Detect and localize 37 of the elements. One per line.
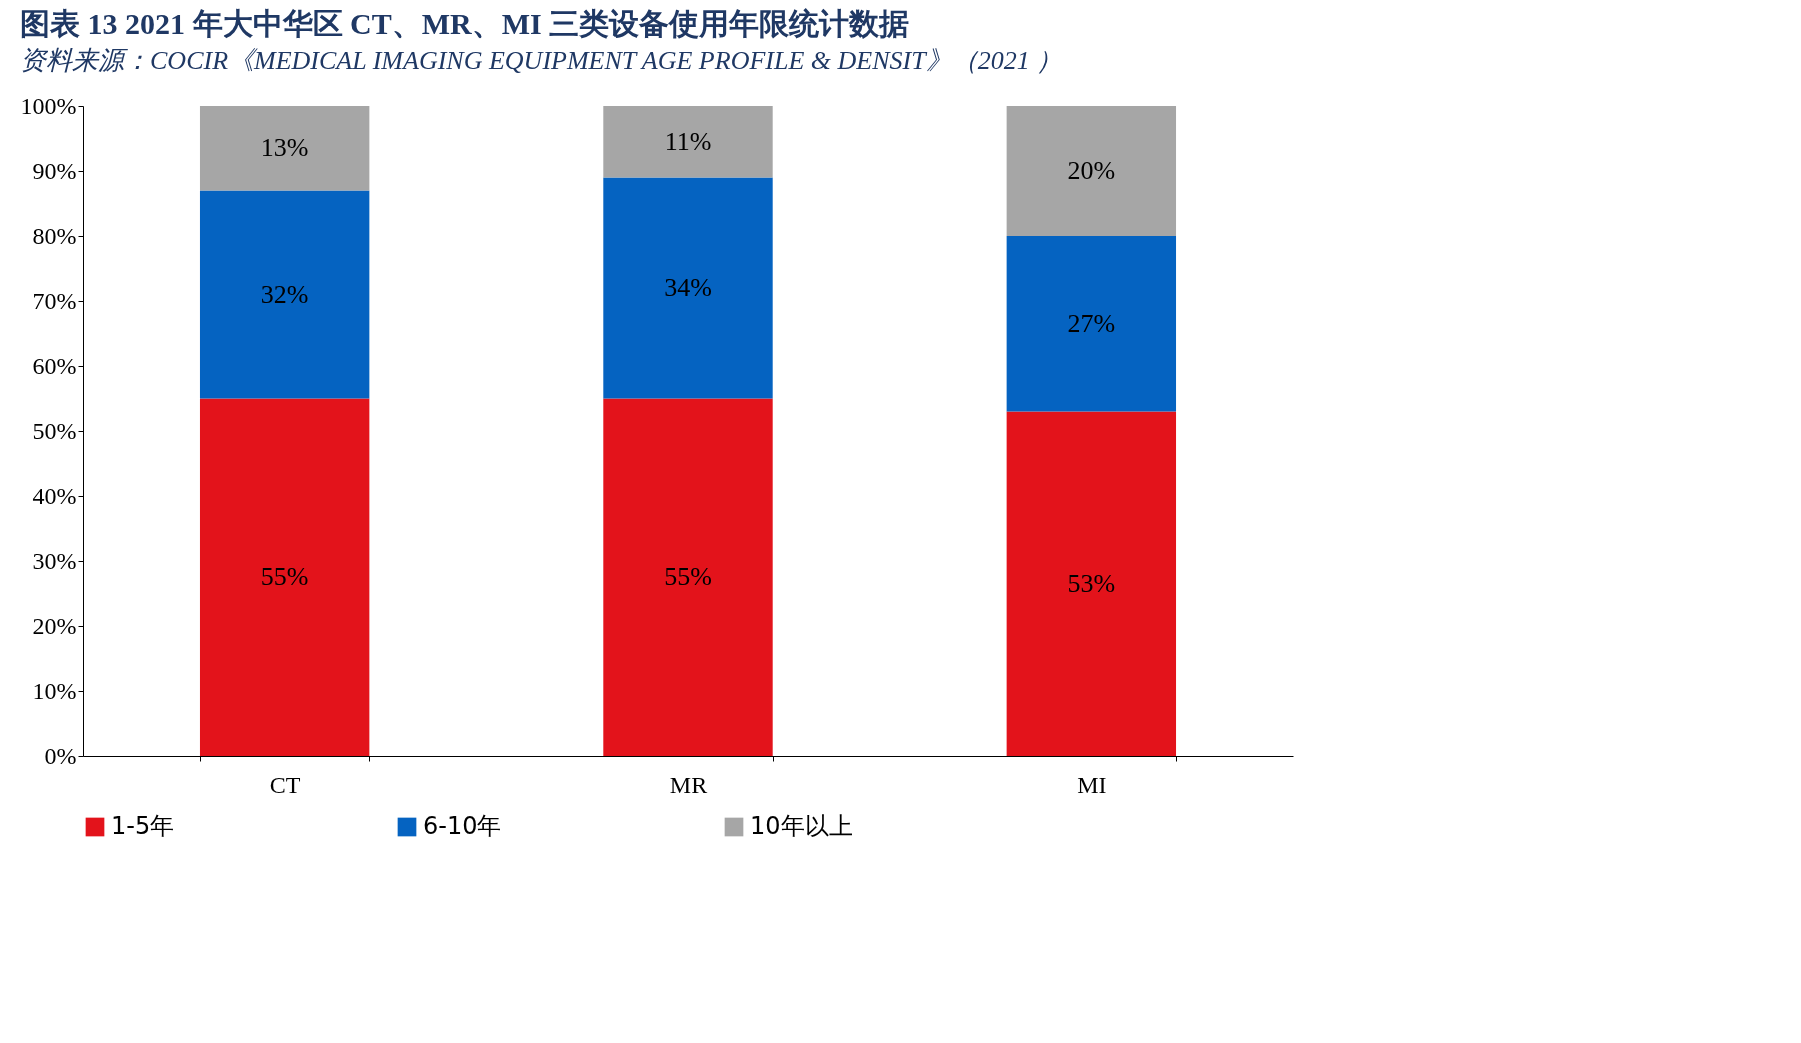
text: 27% — [1067, 308, 1116, 338]
bar — [1006, 411, 1177, 756]
y-tick-label: 70% — [32, 287, 77, 314]
y-tick-label: 10% — [32, 677, 77, 704]
text: 53% — [1067, 568, 1116, 598]
y-tick-label: 90% — [32, 157, 77, 184]
legend-label: 1-5年 — [111, 812, 175, 840]
bar — [603, 177, 773, 399]
bar — [603, 106, 773, 178]
text: 13% — [260, 133, 309, 163]
y-tick-label: 20% — [32, 612, 77, 639]
legend-label: 10年以上 — [750, 812, 853, 840]
y-tick-label: 80% — [32, 222, 77, 249]
bar — [1006, 236, 1177, 412]
text: 20% — [1067, 156, 1116, 185]
text: 11% — [664, 126, 712, 156]
bar — [199, 106, 370, 191]
bar — [199, 398, 370, 756]
y-tick-label: 100% — [20, 92, 77, 119]
y-tick-label: 60% — [32, 352, 77, 379]
y-tick-label: 50% — [32, 417, 77, 444]
chart-title: 图表 13 2021 年大中华区 CT、MR、MI 三类设备使用年限统计数据 — [20, 7, 910, 40]
text: 资料来源：COCIR《MEDICAL IMAGING EQUIPMENT AGE PROFILE & DENSIT》（2021 ） — [20, 46, 1063, 75]
bar — [199, 190, 370, 399]
bar — [1006, 106, 1177, 236]
text: 55% — [260, 562, 309, 592]
text: 55% — [664, 562, 712, 592]
y-tick-label: 30% — [32, 547, 77, 574]
bar — [603, 398, 773, 756]
x-tick-label: MR — [669, 771, 708, 798]
text: 34% — [664, 273, 712, 302]
text: 32% — [260, 279, 309, 309]
y-tick-label: 0% — [44, 742, 77, 769]
x-tick-label: MI — [1077, 771, 1107, 798]
x-tick-label: CT — [269, 771, 301, 798]
y-tick-label: 40% — [32, 482, 77, 509]
legend-label: 6-10年 — [423, 812, 502, 840]
